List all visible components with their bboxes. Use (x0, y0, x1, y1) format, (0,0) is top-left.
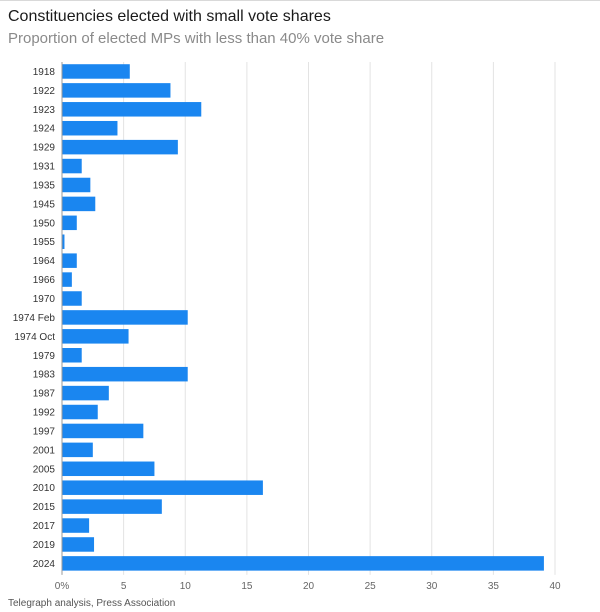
bar-1992 (62, 404, 98, 420)
bar-2019 (62, 537, 95, 552)
y-category-label: 1979 (33, 351, 56, 362)
y-category-label: 1966 (33, 275, 56, 286)
bar-2024 (62, 556, 544, 571)
x-tick-label: 40 (549, 581, 561, 592)
bar-2005 (62, 461, 155, 477)
bar-1966 (62, 272, 72, 287)
bar-1987 (62, 385, 109, 401)
y-category-label: 2010 (33, 483, 56, 494)
bar-1924 (62, 120, 118, 136)
y-category-label: 1997 (33, 426, 56, 437)
bar-1945 (62, 196, 96, 212)
y-category-label: 1955 (33, 237, 56, 248)
bar-1974-oct (62, 329, 129, 344)
x-tick-label: 10 (180, 581, 192, 592)
top-divider (0, 0, 600, 1)
y-category-label: 2015 (33, 502, 56, 513)
bar-1950 (62, 215, 77, 231)
bar-1983 (62, 366, 188, 382)
y-category-label: 2017 (33, 521, 56, 532)
x-tick-label: 25 (365, 581, 377, 592)
y-category-label: 2001 (33, 445, 56, 456)
chart-subtitle: Proportion of elected MPs with less than… (8, 30, 385, 47)
y-category-label: 1950 (33, 218, 56, 229)
y-category-label: 1964 (33, 256, 56, 267)
bar-1974-feb (62, 310, 188, 325)
y-category-label: 1974 Oct (14, 332, 55, 343)
y-category-label: 1970 (33, 294, 56, 305)
source-note: Telegraph analysis, Press Association (8, 598, 176, 609)
y-category-label: 1929 (33, 143, 56, 154)
bar-1922 (62, 83, 171, 98)
y-category-label: 1935 (33, 180, 56, 191)
y-category-label: 1983 (33, 370, 56, 381)
bar-1964 (62, 253, 77, 268)
bar-1931 (62, 158, 82, 174)
bar-2017 (62, 518, 90, 533)
y-category-label: 2019 (33, 540, 56, 551)
chart-title: Constituencies elected with small vote s… (8, 8, 331, 25)
bar-1997 (62, 423, 144, 439)
x-tick-label: 5 (121, 581, 127, 592)
y-category-label: 1924 (33, 124, 56, 135)
y-category-label: 1992 (33, 408, 56, 419)
x-tick-label: 15 (241, 581, 253, 592)
x-tick-label: 30 (426, 581, 438, 592)
y-category-label: 1945 (33, 199, 56, 210)
bar-1918 (62, 64, 130, 79)
y-category-label: 1922 (33, 86, 56, 97)
x-tick-label: 0% (55, 581, 70, 592)
x-tick-label: 20 (303, 581, 315, 592)
bar-1923 (62, 102, 202, 117)
bar-2001 (62, 442, 93, 458)
bar-1929 (62, 139, 178, 155)
y-category-label: 1923 (33, 105, 56, 116)
bar-2015 (62, 499, 162, 514)
bar-1979 (62, 348, 82, 363)
y-category-label: 1931 (33, 162, 56, 173)
bar-1935 (62, 177, 91, 193)
x-tick-label: 35 (488, 581, 500, 592)
y-category-label: 1918 (33, 67, 56, 78)
y-category-label: 2005 (33, 464, 56, 475)
y-category-label: 1987 (33, 389, 56, 400)
bar-2010 (62, 480, 263, 495)
y-category-label: 2024 (33, 559, 56, 570)
bar-1970 (62, 291, 82, 306)
bar-1955 (62, 234, 65, 249)
y-category-label: 1974 Feb (13, 313, 56, 324)
